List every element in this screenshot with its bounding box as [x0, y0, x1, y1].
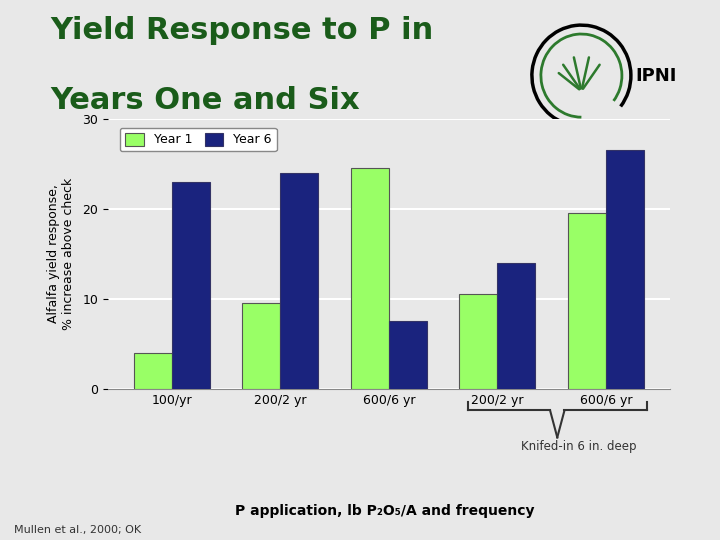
Text: P application, lb P₂O₅/A and frequency: P application, lb P₂O₅/A and frequency — [235, 504, 535, 518]
Bar — [459, 294, 498, 389]
Legend: Year 1, Year 6: Year 1, Year 6 — [120, 128, 277, 151]
Bar — [171, 182, 210, 389]
Bar — [389, 321, 427, 389]
Bar — [280, 173, 318, 389]
Text: Years One and Six: Years One and Six — [50, 86, 360, 116]
Bar — [242, 303, 280, 389]
Bar — [568, 213, 606, 389]
Text: Knifed-in 6 in. deep: Knifed-in 6 in. deep — [521, 440, 636, 453]
Text: Yield Response to P in: Yield Response to P in — [50, 16, 433, 45]
Y-axis label: Alfalfa yield response,
% increase above check: Alfalfa yield response, % increase above… — [48, 178, 76, 330]
Text: Mullen et al., 2000; OK: Mullen et al., 2000; OK — [14, 524, 142, 535]
Bar — [351, 168, 389, 389]
Bar — [133, 353, 171, 389]
Text: IPNI: IPNI — [635, 66, 677, 85]
Bar — [498, 263, 536, 389]
Bar — [606, 150, 644, 389]
